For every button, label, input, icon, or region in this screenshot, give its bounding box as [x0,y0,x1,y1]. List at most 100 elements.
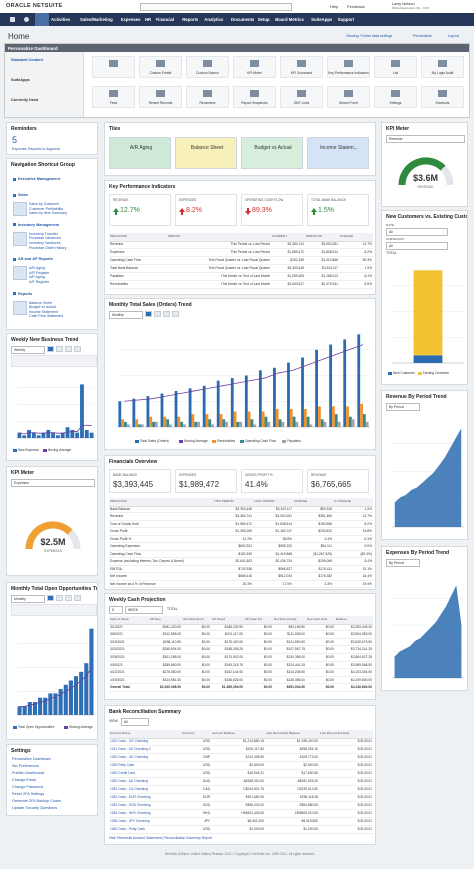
shortcut-link[interactable]: A/R Aging [29,266,45,271]
period-select[interactable]: Weekly [11,346,45,354]
chart-type-button[interactable] [56,346,63,352]
settings-link[interactable]: Publish Dashboard [12,771,45,775]
chart-type-button[interactable] [154,311,161,317]
item-tile[interactable] [327,56,370,78]
chart-type-button[interactable] [65,595,72,601]
global-search[interactable] [140,3,292,11]
settings-link[interactable]: Reset 2FA Settings [12,792,45,796]
table-cell[interactable]: 1054 Cash - HKD Checking [110,811,151,815]
nav-item[interactable]: Expenses [120,17,141,22]
table-cell[interactable]: 1060 Cash - Petty Cash [110,827,146,831]
chart-type-button[interactable] [56,595,63,601]
shortcut-link[interactable]: Purchase Order History [29,245,67,250]
table-cell[interactable]: 1011 Cash - US Checking 2 [110,747,151,751]
table-cell[interactable]: 1053 Cash - SGD Checking [110,803,151,807]
table-cell[interactable]: 1056 Cash - JPY Checking [110,819,150,823]
period-select[interactable]: By Period [386,403,420,411]
tile[interactable]: A/R Aging [109,137,171,169]
group-name[interactable]: Executive Management [18,177,60,181]
nav-item[interactable]: Documents [231,17,255,22]
shortcut-link[interactable]: Sales by Item Summary [29,211,68,216]
layout-link[interactable]: Layout [448,34,459,38]
view-select[interactable]: All [121,718,149,726]
settings-link[interactable]: Change Password [12,785,44,789]
shortcut-link[interactable]: Balance Sheet [29,300,53,305]
kpi-select[interactable]: Expenses [11,479,95,487]
shortcut-link[interactable]: Inventory Variances [29,241,61,245]
nav-item[interactable]: HR [144,17,152,22]
shortcut-link[interactable]: A/R Register [29,270,50,275]
tile[interactable]: Balance Sheet [175,137,237,169]
table-cell[interactable]: 1010 Cash - US Checking [110,739,149,743]
shortcut-link[interactable]: A/P Aging [29,275,45,280]
item-tile[interactable] [280,86,323,108]
shortcut-link[interactable]: Budget vs Actual [29,305,56,310]
nav-item[interactable]: Support [337,17,355,22]
nav-item[interactable]: Analytics [204,17,224,22]
kpi-select[interactable]: Revenue [386,135,465,143]
group-name[interactable]: Reports [18,291,33,296]
shortcut-link[interactable]: Income Statement [29,309,59,314]
shortcut-link[interactable]: Purchase Variances [29,236,61,241]
nav-item[interactable]: Financial [155,17,175,22]
reminder-label[interactable]: Expense Reports to Approve [12,147,61,151]
filter-select[interactable]: All [386,228,448,236]
personalize-link[interactable]: Personalize [413,34,432,38]
viewing-link[interactable]: Viewing: Portlet data settings [346,34,393,38]
shortcut-link[interactable]: A/P Register [29,280,50,284]
shortcut-link[interactable]: Customer Profitability [29,206,64,211]
chart-type-button[interactable] [74,346,81,352]
content-tab[interactable]: Currently Used [11,98,39,102]
item-tile[interactable] [139,86,182,108]
item-tile[interactable] [233,56,276,78]
home-icon[interactable] [10,17,15,22]
settings-link[interactable]: Set Preferences [12,764,40,768]
nav-item[interactable]: Activities [51,17,71,22]
bank-links[interactable]: Visit: Reconcile Account Statement | Rec… [109,836,212,840]
shortcut-link[interactable]: Sales by Customer [29,202,60,206]
table-cell[interactable]: 1040 Credit Card [110,771,136,775]
view-select[interactable]: WEEK [125,606,163,614]
nav-item[interactable]: SuiteApps [311,17,333,22]
feedback-link[interactable]: Feedback [347,4,365,9]
item-tile[interactable] [92,56,135,78]
item-tile[interactable] [327,86,370,108]
user-name[interactable]: Larry Nelson [392,1,415,6]
group-name[interactable]: Sales [18,193,28,197]
table-cell[interactable]: 1051 Cash - CA Checking [110,787,148,791]
table-cell[interactable]: 1050 Cash - AU Checking [110,779,148,783]
nav-item[interactable]: Sales/Marketing [80,17,113,22]
chart-type-button[interactable] [163,311,170,317]
period-select[interactable]: Monthly [11,595,45,603]
chart-type-button[interactable] [47,595,54,601]
settings-link[interactable]: Update Security Questions [12,806,58,810]
help-link[interactable]: Help [330,4,339,9]
item-tile[interactable] [421,86,464,108]
chart-type-button[interactable] [65,346,72,352]
chart-type-button[interactable] [47,346,54,352]
content-tab[interactable]: Standard Content [11,58,43,62]
period-select[interactable]: By Period [386,559,420,567]
table-cell[interactable]: 1030 Petty Cash [110,763,135,767]
settings-link[interactable]: Change Email [12,778,36,782]
item-tile[interactable] [92,86,135,108]
filter-select[interactable]: All [386,242,448,250]
item-tile[interactable] [233,86,276,108]
tile[interactable]: Budget vs Actual [241,137,303,169]
settings-link[interactable]: Generate 2FA Backup Codes [12,799,62,803]
item-tile[interactable] [374,86,417,108]
chart-type-button[interactable] [172,311,179,317]
table-cell[interactable]: 1052 Cash - EUR Checking [110,795,151,799]
item-tile[interactable] [421,56,464,78]
content-tab[interactable]: SuiteApps [11,78,30,82]
tile[interactable]: Income Statem... [307,137,369,169]
shortcut-link[interactable]: Cash Flow Statement [29,314,64,319]
period-select[interactable]: Monthly [109,311,143,319]
nav-item[interactable]: Setup [257,17,270,22]
count-select[interactable]: 5 [109,606,123,614]
nav-item[interactable]: Board Metrics [275,17,304,22]
group-name[interactable]: AR and AP Reports [18,257,53,262]
item-tile[interactable] [139,56,182,78]
item-tile[interactable] [374,56,417,78]
shortcut-link[interactable]: Inventory Transfer [29,231,58,236]
